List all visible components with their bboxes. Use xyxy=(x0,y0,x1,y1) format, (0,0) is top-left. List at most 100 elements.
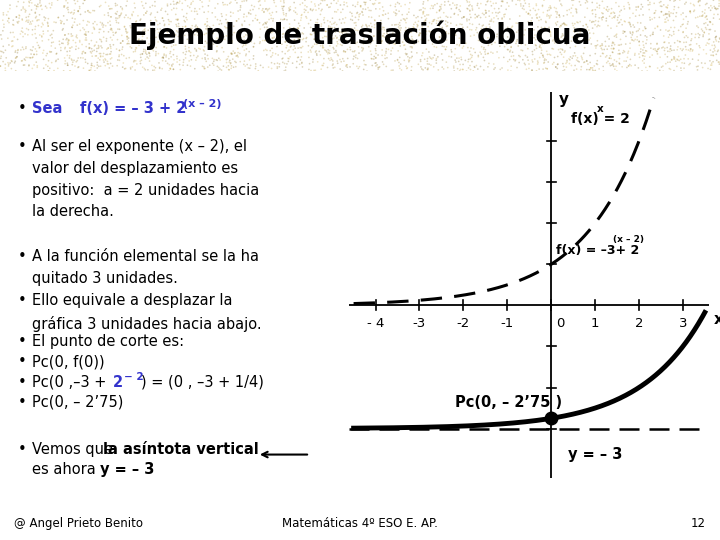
Point xyxy=(483,20,495,29)
Point xyxy=(446,4,457,13)
Point xyxy=(590,5,601,14)
Point xyxy=(231,17,243,25)
Point xyxy=(587,17,598,26)
Point xyxy=(16,57,27,65)
Point xyxy=(271,26,283,35)
Point xyxy=(28,60,40,69)
Point xyxy=(3,14,14,23)
Point xyxy=(385,66,397,75)
Point xyxy=(213,20,225,29)
Point xyxy=(289,4,301,12)
Point xyxy=(292,35,304,43)
Point xyxy=(321,1,333,10)
Point xyxy=(393,62,405,70)
Point xyxy=(658,1,670,9)
Point xyxy=(317,0,328,5)
Point xyxy=(533,35,544,43)
Point xyxy=(567,33,578,42)
Point xyxy=(239,24,251,33)
Point xyxy=(464,0,475,6)
Point xyxy=(139,64,150,73)
Point xyxy=(8,21,19,29)
Point xyxy=(400,49,411,58)
Point xyxy=(269,0,280,7)
Point xyxy=(680,0,692,6)
Point xyxy=(172,28,184,36)
Point xyxy=(30,33,42,42)
Point xyxy=(278,2,289,11)
Point xyxy=(315,6,327,15)
Point xyxy=(587,5,598,14)
Point xyxy=(378,6,390,15)
Point xyxy=(358,31,369,40)
Point xyxy=(130,66,141,75)
Point xyxy=(110,2,122,10)
Point xyxy=(272,51,284,59)
Point xyxy=(48,38,59,46)
Point xyxy=(433,21,445,30)
Point xyxy=(495,2,507,10)
Point xyxy=(442,18,454,26)
Point xyxy=(552,52,564,61)
Point xyxy=(691,62,703,71)
Point xyxy=(455,53,467,62)
Point xyxy=(635,31,647,39)
Point xyxy=(551,13,562,22)
Point xyxy=(12,19,24,28)
Point xyxy=(513,26,524,35)
Point xyxy=(294,22,305,30)
Point xyxy=(185,39,197,48)
Point xyxy=(525,6,536,15)
Point xyxy=(606,54,617,63)
Point xyxy=(89,25,100,33)
Point xyxy=(105,24,117,32)
Point xyxy=(311,50,323,58)
Point xyxy=(534,43,545,51)
Point xyxy=(168,65,179,73)
Point xyxy=(714,0,720,8)
Point xyxy=(168,35,180,44)
Point xyxy=(617,49,629,57)
Point xyxy=(297,42,308,51)
Point xyxy=(508,51,519,60)
Point xyxy=(184,3,195,12)
Point xyxy=(590,66,601,75)
Point xyxy=(4,4,16,13)
Point xyxy=(52,0,63,4)
Point xyxy=(546,44,558,53)
Point xyxy=(112,62,123,70)
Point xyxy=(517,46,528,55)
Point xyxy=(325,0,337,8)
Point xyxy=(532,60,544,69)
Point xyxy=(284,5,296,14)
Point xyxy=(664,12,675,21)
Point xyxy=(114,51,125,59)
Point xyxy=(132,36,144,45)
Point xyxy=(365,39,377,48)
Point xyxy=(279,49,291,58)
Point xyxy=(279,67,290,76)
Point xyxy=(114,13,125,22)
Point xyxy=(260,45,271,54)
Point xyxy=(238,46,250,55)
Point xyxy=(227,55,238,64)
Point xyxy=(708,51,719,60)
Point xyxy=(315,65,327,73)
Point xyxy=(703,25,715,34)
Point xyxy=(19,8,31,16)
Point xyxy=(449,56,461,64)
Point xyxy=(480,9,492,17)
Point xyxy=(381,53,392,62)
Point xyxy=(171,58,183,66)
Point xyxy=(368,32,379,40)
Point xyxy=(666,55,678,64)
Point xyxy=(264,9,275,18)
Point xyxy=(267,34,279,43)
Point xyxy=(199,8,210,17)
Point xyxy=(552,60,563,69)
Point xyxy=(696,25,707,33)
Point xyxy=(685,40,696,49)
Point xyxy=(67,21,78,30)
Point xyxy=(518,0,530,5)
Point xyxy=(282,47,294,56)
